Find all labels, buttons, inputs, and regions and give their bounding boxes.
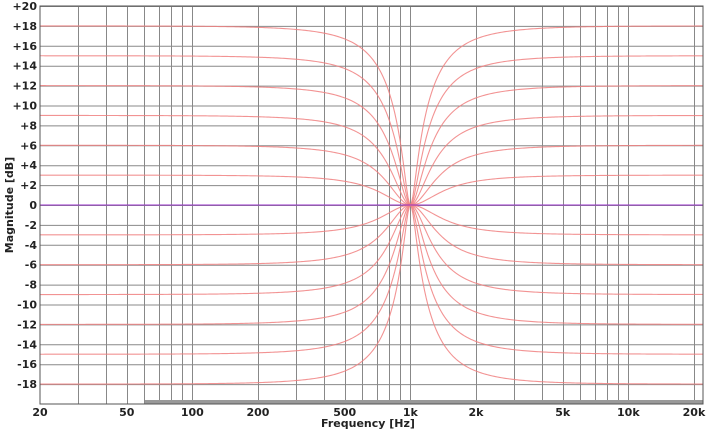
y-tick-label: -8 (25, 279, 37, 292)
eq-curve-cut-9db (40, 204, 704, 296)
x-tick-label: 1k (403, 406, 419, 419)
x-tick-label: 20 (32, 406, 48, 419)
y-tick-label: -18 (17, 378, 37, 391)
plot-frame (39, 5, 704, 405)
x-tick-labels: 20 50 100 200 500 1k 2k 5k 10k 20k (32, 406, 706, 419)
x-tick-label: 200 (247, 406, 270, 419)
y-tick-label: +12 (12, 80, 37, 93)
y-tick-label: +2 (20, 179, 37, 192)
x-axis-label: Frequency [Hz] (321, 417, 415, 430)
eq-curve-boost-15db (40, 55, 703, 206)
scrollbar-track[interactable] (145, 400, 703, 404)
y-tick-label: -2 (25, 219, 37, 232)
x-tick-label: 50 (119, 406, 135, 419)
y-tick-labels: +20+18+16+14+12+10+8+6+4+20-2-4-6-8-10-1… (12, 0, 37, 391)
curve-layer (40, 25, 704, 385)
y-tick-label: +8 (20, 119, 37, 132)
eq-curve-boost-3db (40, 174, 703, 206)
y-tick-label: +10 (12, 100, 37, 113)
y-tick-label: +16 (12, 40, 37, 53)
eq-curve-cut-12db (40, 204, 703, 325)
y-tick-label: +14 (12, 60, 37, 73)
y-tick-label: +18 (12, 20, 37, 33)
y-tick-label: +4 (20, 159, 37, 172)
eq-curve-cut-18db (40, 205, 703, 385)
y-tick-label: +6 (20, 139, 37, 152)
eq-curve-boost-9db (40, 114, 704, 206)
x-tick-label: 2k (468, 406, 484, 419)
x-tick-label: 20k (683, 406, 706, 419)
eq-curve-boost-6db (40, 144, 704, 206)
y-tick-label: -12 (17, 318, 37, 331)
y-tick-label: -14 (17, 338, 37, 351)
x-tick-label: 500 (333, 406, 356, 419)
eq-curve-boost-18db (40, 25, 703, 205)
x-tick-label: 5k (555, 406, 571, 419)
y-tick-label: -16 (17, 358, 37, 371)
eq-curve-cut-15db (40, 204, 703, 355)
y-tick-label: 0 (29, 199, 37, 212)
y-axis-label: Magnitude [dB] (3, 157, 16, 253)
eq-curve-boost-12db (40, 85, 703, 206)
y-tick-label: +20 (12, 0, 37, 13)
eq-curve-cut-3db (40, 204, 703, 236)
x-tick-label: 100 (181, 406, 204, 419)
y-tick-label: -6 (25, 259, 38, 272)
y-tick-label: -10 (17, 299, 37, 312)
y-tick-label: -4 (25, 239, 38, 252)
x-tick-label: 10k (617, 406, 640, 419)
eq-curve-cut-6db (40, 204, 704, 266)
